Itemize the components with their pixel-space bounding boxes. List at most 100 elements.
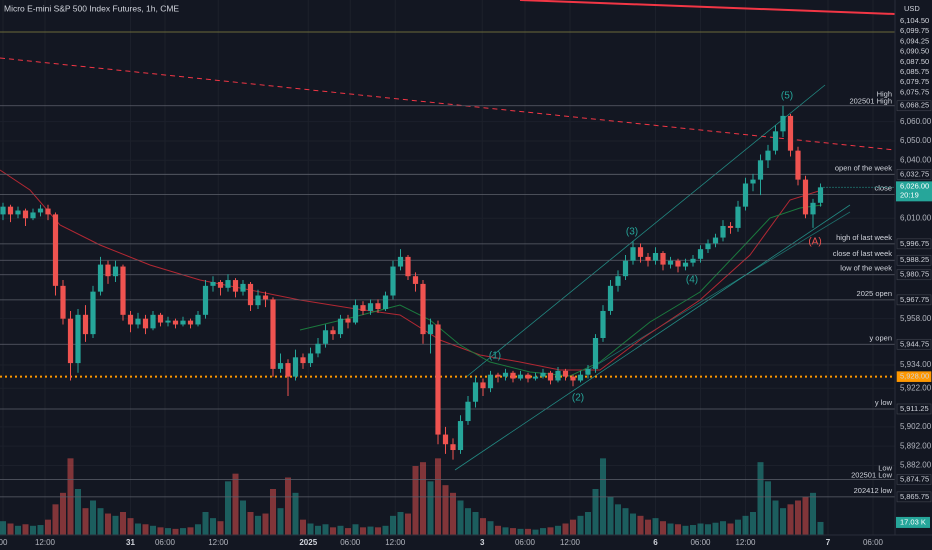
candle-body <box>525 374 531 379</box>
candle-body <box>667 260 674 265</box>
candle-body <box>697 249 704 259</box>
volume-bar <box>765 481 771 535</box>
chart-title: Micro E-mini S&P 500 Index Futures, 1h, … <box>4 3 179 13</box>
volume-bar <box>705 524 711 535</box>
candle-body <box>712 237 719 244</box>
candle-body <box>292 357 299 377</box>
price-tag <box>896 294 932 306</box>
alert-tag-label: 6,099.75 <box>900 26 929 35</box>
alert-tag-label: 6,075.75 <box>900 87 929 96</box>
candle-body <box>555 370 561 381</box>
candle-body <box>262 295 269 300</box>
alert-tag-label: 6,094.25 <box>900 36 929 45</box>
price-tag <box>896 238 932 250</box>
volume-bar <box>472 512 479 535</box>
x-tick-label: 3 <box>480 538 485 547</box>
candle-body <box>465 401 471 422</box>
x-tick-label: 6 <box>653 538 658 547</box>
candle-body <box>67 318 74 364</box>
volume-bar <box>37 525 44 535</box>
trend-line <box>519 0 896 15</box>
candle-body <box>427 324 434 335</box>
candle-body <box>15 210 21 215</box>
volume-bar <box>735 519 741 535</box>
price-tag-label: 6,032.75 <box>900 169 929 178</box>
candle-body <box>472 382 479 402</box>
price-tag-label: 5,967.75 <box>900 295 929 304</box>
channel-line <box>454 204 851 471</box>
y-tick-label: 6,040.00 <box>900 155 932 164</box>
candle-body <box>0 206 6 215</box>
candle-body <box>247 283 254 306</box>
volume-bar <box>412 466 419 535</box>
candle-body <box>375 303 381 310</box>
volume-bar <box>97 508 104 535</box>
volume-bar <box>60 492 66 535</box>
price-tag-label: 5,944.75 <box>900 339 929 348</box>
candle-body <box>720 225 726 238</box>
candle-body <box>510 372 516 379</box>
volume-bar <box>555 525 561 535</box>
level-sublabel: 202501 High <box>849 97 892 106</box>
volume-bar <box>667 523 674 535</box>
candle-body <box>757 160 764 180</box>
volume-bar <box>90 500 96 535</box>
candle-body <box>30 212 36 219</box>
volume-bar <box>367 526 374 535</box>
volume-bar <box>300 519 306 535</box>
volume-bar <box>442 485 449 535</box>
level-label: Low <box>878 463 892 472</box>
volume-bar <box>142 524 149 535</box>
candle-body <box>187 320 194 325</box>
candle-body <box>795 150 801 180</box>
candle-body <box>450 444 456 451</box>
candle-body <box>390 266 396 296</box>
candle-body <box>420 283 426 335</box>
price-tag <box>896 100 932 112</box>
candle-body <box>772 131 779 151</box>
volume-bar <box>112 515 119 535</box>
x-tick-label: 06:00 <box>340 538 361 547</box>
level-label: close of last week <box>833 249 892 258</box>
volume-bar <box>75 489 81 535</box>
candle-body <box>652 253 659 261</box>
wave-label: (3) <box>626 227 638 238</box>
volume-bar <box>802 496 809 535</box>
x-tick-label: 06:00 <box>690 538 711 547</box>
candle-body <box>165 320 171 323</box>
candle-body <box>495 374 501 377</box>
volume-bar <box>292 492 299 535</box>
volume-bar <box>397 512 404 535</box>
wave-label: (2) <box>572 393 584 404</box>
volume-bar <box>615 504 621 535</box>
candle-body <box>75 314 81 364</box>
candle-body <box>285 363 291 377</box>
price-tag-label: 5,911.25 <box>900 404 929 413</box>
volume-bar <box>502 527 509 535</box>
volume-bar <box>105 513 111 535</box>
last-price-tag <box>896 181 932 202</box>
trend-line-dashed <box>0 57 896 151</box>
candle-body <box>622 260 629 277</box>
candle-body <box>352 305 359 323</box>
volume-bar <box>630 513 636 535</box>
candle-body <box>97 264 104 292</box>
candle-body <box>577 374 584 381</box>
volume-bar <box>225 481 231 535</box>
volume-bar <box>270 489 276 535</box>
price-tag <box>896 403 932 415</box>
volume-bar <box>517 528 524 535</box>
volume-bar <box>457 500 464 535</box>
candle-body <box>345 318 351 323</box>
volume-bar <box>390 515 396 535</box>
candle-body <box>592 337 599 369</box>
alert-tag-label: 6,087.50 <box>900 57 929 66</box>
x-tick-label: 06:00 <box>515 538 536 547</box>
volume-bar <box>135 523 141 535</box>
volume-bar <box>150 525 156 535</box>
volume-bar <box>232 473 239 535</box>
last-price-label: 6,026.00 <box>900 181 929 190</box>
candle-body <box>7 206 14 215</box>
candle-body <box>487 374 494 389</box>
